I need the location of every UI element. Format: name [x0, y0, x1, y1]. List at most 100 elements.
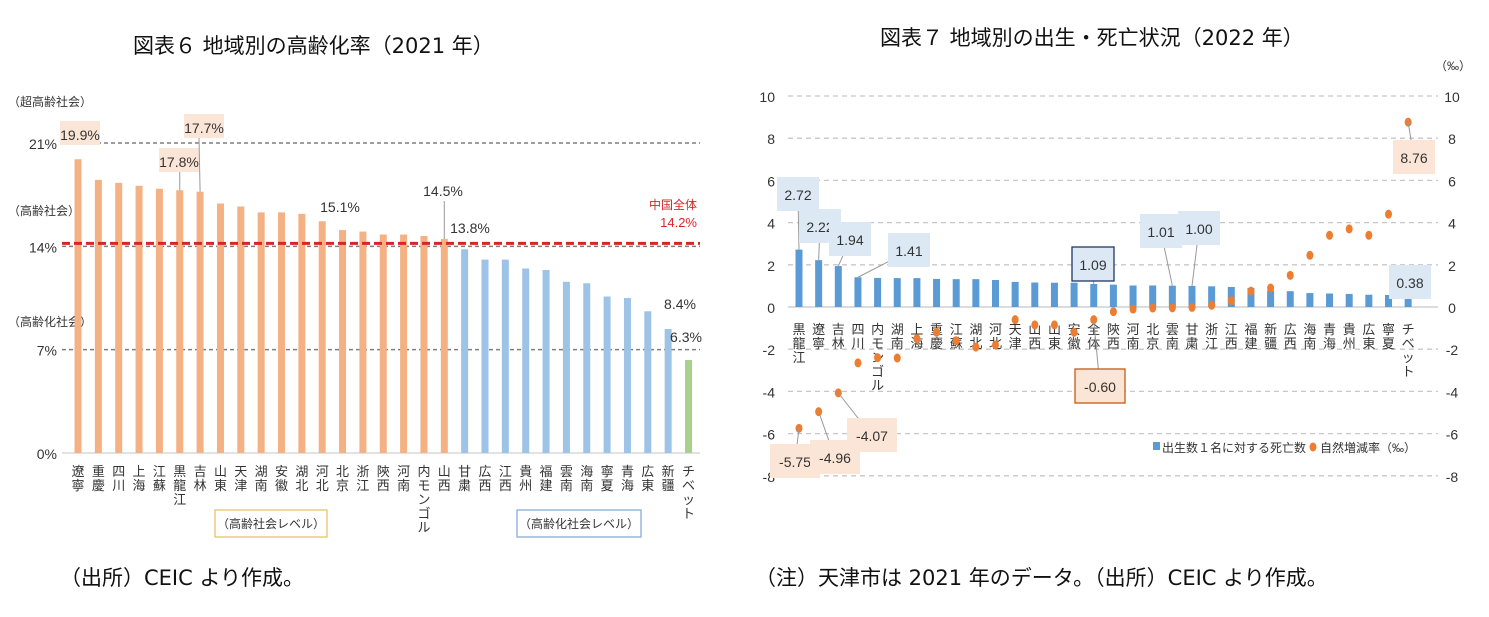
bar-安徽: [1070, 282, 1078, 307]
svg-text:北: 北: [316, 478, 329, 493]
svg-text:ン: ン: [417, 492, 430, 507]
svg-text:ト: ト: [1402, 364, 1415, 379]
x-tick-label: 重慶: [92, 464, 105, 493]
bar-雲南: [562, 281, 570, 453]
svg-text:江: 江: [1205, 336, 1218, 351]
x-tick-label: 甘粛: [458, 464, 471, 493]
bar-内モンゴル: [420, 236, 428, 453]
bar-湖南: [257, 212, 265, 453]
bar-湖北: [298, 213, 306, 453]
dot-寧夏: [1385, 209, 1392, 219]
band-label: （高齢社会）: [8, 203, 80, 218]
unit-label: （‰）: [1435, 59, 1471, 73]
group-label-aged: （高齢社会レベル）: [217, 516, 325, 531]
x-tick-label: 浙江: [356, 464, 369, 493]
svg-text:江: 江: [792, 350, 805, 365]
svg-text:貴: 貴: [519, 464, 532, 479]
bar-貴州: [522, 268, 530, 453]
dot-貴州: [1345, 224, 1353, 234]
svg-text:津: 津: [1009, 336, 1022, 351]
svg-text:徽: 徽: [1068, 336, 1081, 351]
data-label: -5.75: [779, 454, 811, 470]
bar-黒龍江: [795, 249, 803, 307]
svg-text:南: 南: [255, 478, 268, 493]
svg-text:寧: 寧: [812, 336, 825, 351]
bar-新疆: [1267, 290, 1275, 307]
x-tick-label: 黒龍江: [173, 464, 186, 507]
x-tick-label: 山西: [438, 464, 451, 493]
x-tick-label: 青海: [1323, 322, 1336, 351]
legend-marker-dots: [1309, 442, 1317, 452]
bar-浙江: [359, 231, 367, 453]
x-tick-label: 河北: [316, 464, 329, 493]
svg-text:北: 北: [1146, 322, 1159, 337]
svg-text:広: 広: [1362, 322, 1375, 337]
svg-text:内: 内: [871, 322, 884, 337]
y-tick-label-right: -6: [1446, 427, 1459, 443]
dot-甘粛: [1188, 302, 1196, 312]
svg-text:寧: 寧: [601, 464, 614, 479]
x-tick-label: 貴州: [1343, 322, 1356, 351]
data-label: 2.22: [806, 219, 833, 235]
dot-広東: [1365, 230, 1373, 240]
svg-text:南: 南: [560, 478, 573, 493]
data-label: 8.76: [1400, 150, 1427, 166]
y-tick-label: 21%: [29, 136, 57, 152]
svg-text:青: 青: [1323, 322, 1336, 337]
dot-河北: [992, 340, 999, 350]
svg-text:海: 海: [1323, 336, 1336, 351]
chart6-plot: 0%7%14%21%（超高齢社会）（高齢社会）（高齢化社会）遼寧重慶四川上海江蘇…: [8, 94, 702, 538]
svg-text:天: 天: [1009, 322, 1022, 337]
svg-text:粛: 粛: [458, 478, 471, 493]
x-tick-label: 福建: [540, 464, 553, 493]
x-tick-label: 海南: [580, 464, 593, 493]
x-tick-label: 貴州: [519, 464, 532, 493]
svg-text:龍: 龍: [792, 336, 805, 351]
x-tick-label: 浙江: [1205, 322, 1218, 351]
x-tick-label: 吉林: [832, 322, 845, 351]
bar-河南: [400, 234, 408, 453]
svg-text:福: 福: [540, 464, 553, 479]
band-label: （高齢化社会）: [8, 314, 92, 329]
y-tick-label-left: 8: [767, 131, 775, 147]
svg-text:ル: ル: [417, 520, 430, 535]
x-tick-label: 陝西: [1107, 322, 1120, 351]
data-label-box: [777, 177, 819, 211]
bar-広東: [1365, 294, 1373, 307]
bar-四川: [115, 182, 123, 453]
svg-text:雲: 雲: [560, 464, 573, 479]
x-tick-label: 山東: [214, 464, 227, 493]
x-tick-label: 北京: [1146, 322, 1159, 351]
dot-広西: [1286, 270, 1294, 280]
svg-text:貴: 貴: [1343, 322, 1356, 337]
dot-河南: [1129, 304, 1137, 314]
bar-広西: [1286, 291, 1294, 307]
svg-text:黒: 黒: [792, 322, 805, 337]
bar-青海: [1326, 293, 1334, 307]
bar-広東: [644, 311, 652, 453]
chart6-title: 図表６ 地域別の高齢化率（2021 年）: [133, 34, 494, 58]
svg-text:内: 内: [417, 464, 430, 479]
data-label-box: [60, 121, 100, 145]
y-tick-label-left: -6: [763, 427, 776, 443]
svg-text:ッ: ッ: [1402, 350, 1415, 365]
bar-湖北: [972, 279, 980, 307]
svg-text:モ: モ: [417, 478, 430, 493]
svg-text:重: 重: [92, 464, 105, 479]
data-label: 2.72: [784, 187, 811, 203]
bar-江蘇: [952, 279, 960, 307]
svg-text:ベ: ベ: [1402, 336, 1415, 351]
svg-text:広: 広: [478, 464, 491, 479]
x-tick-label: 湖北: [295, 464, 308, 493]
x-tick-label: 寧夏: [1382, 322, 1395, 351]
x-tick-label: 上海: [133, 464, 146, 493]
bar-福建: [542, 269, 550, 453]
svg-text:全: 全: [1087, 322, 1100, 337]
dot-浙江: [1208, 300, 1216, 310]
bar-福建: [1247, 288, 1255, 307]
bar-寧夏: [603, 296, 611, 453]
data-label: 15.1%: [320, 199, 360, 215]
bar-広西: [481, 259, 489, 453]
svg-text:北: 北: [336, 464, 349, 479]
